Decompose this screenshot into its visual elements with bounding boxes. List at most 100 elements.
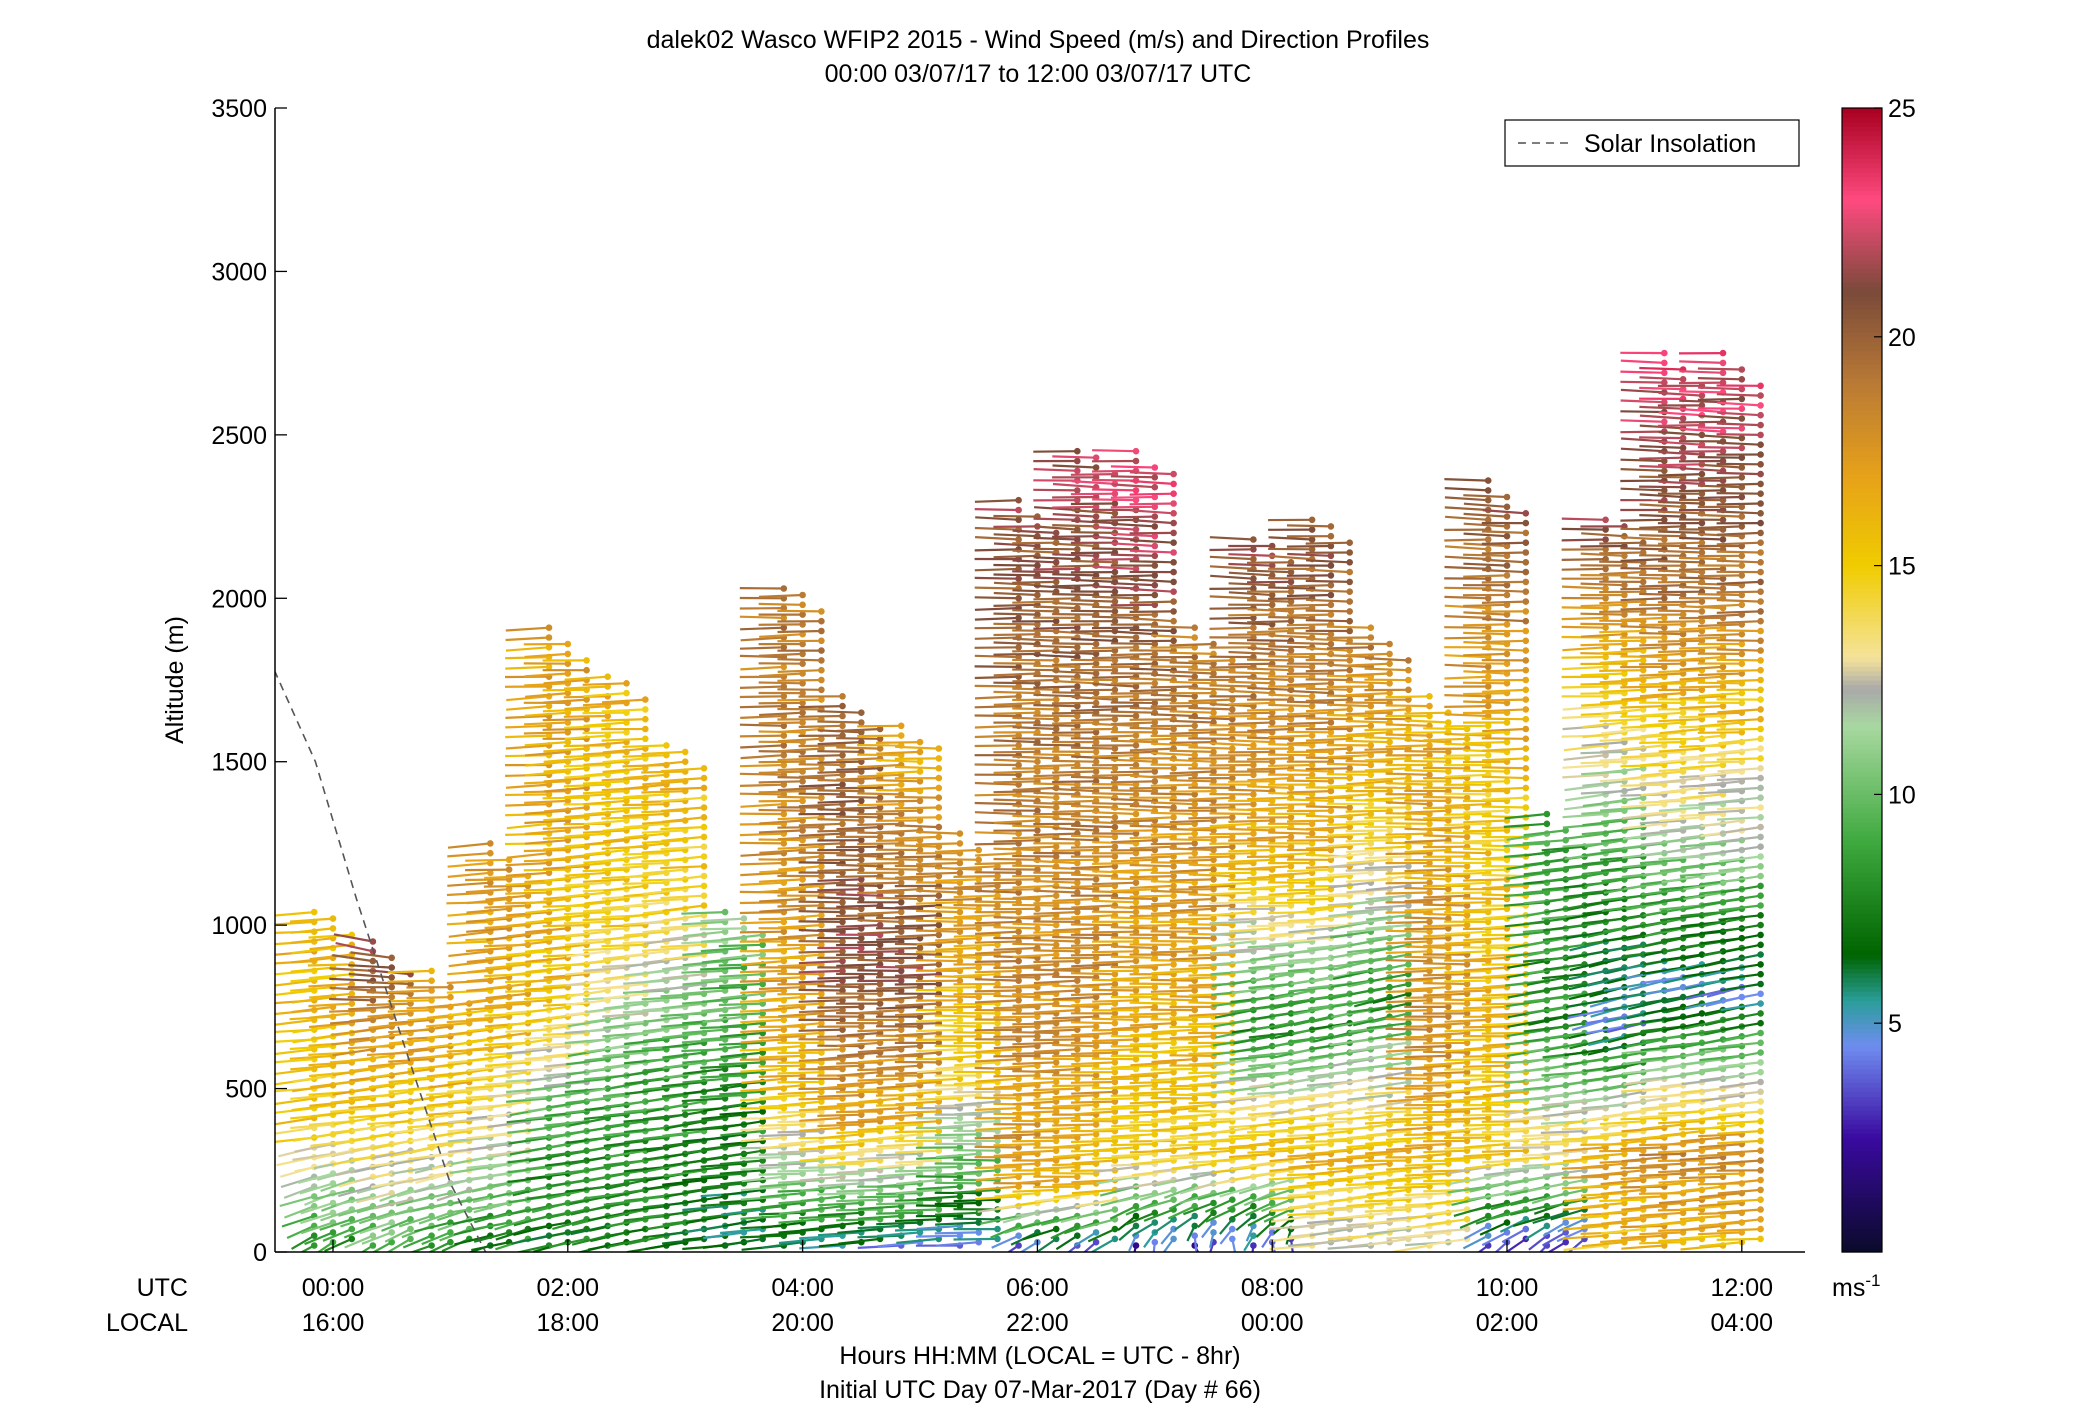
wind-barb-point — [799, 797, 806, 805]
wind-barb-point — [1092, 738, 1100, 746]
wind-barb-point — [1111, 1206, 1119, 1213]
wind-barb-shaft — [1033, 1087, 1078, 1092]
wind-barb-shaft — [387, 1237, 412, 1252]
wind-barb-shaft — [505, 989, 550, 993]
wind-barb-point — [935, 1206, 943, 1213]
wind-barb-shaft — [858, 1058, 902, 1064]
wind-barb-shaft — [1033, 1038, 1078, 1042]
wind-barb-shaft — [1071, 559, 1115, 564]
wind-barb-shaft — [1070, 1021, 1115, 1025]
wind-barb-shaft — [798, 861, 843, 865]
wind-barb-point — [1015, 1232, 1022, 1239]
wind-barb-shaft — [1129, 1041, 1174, 1046]
wind-barb-shaft — [1052, 1015, 1097, 1020]
wind-barb-shaft — [1150, 693, 1195, 698]
wind-barb-shaft — [335, 942, 374, 953]
wind-barb-shaft — [1129, 610, 1174, 613]
wind-barb-shaft — [1012, 845, 1057, 850]
wind-barb-shaft — [275, 1058, 315, 1064]
wind-barb-shaft — [1071, 914, 1115, 919]
wind-barb-shaft — [1150, 792, 1195, 796]
wind-barb-shaft — [1012, 786, 1057, 792]
wind-barb-shaft — [467, 1025, 510, 1033]
wind-barb-shaft — [993, 798, 1038, 802]
wind-barb-shaft — [974, 548, 1019, 552]
wind-barb-point — [564, 640, 572, 648]
wind-barb-shaft — [1111, 582, 1155, 587]
wind-barb-shaft — [641, 750, 686, 756]
wind-barb-shaft — [348, 1103, 392, 1109]
wind-barb-shaft — [777, 688, 822, 691]
wind-barb-shaft — [309, 1012, 352, 1019]
wind-barb-shaft — [739, 723, 784, 727]
wind-barb-shaft — [525, 956, 568, 963]
wind-barb-shaft — [1012, 1041, 1057, 1046]
wind-barb-shaft — [1012, 894, 1057, 900]
wind-barb-shaft — [894, 1022, 939, 1026]
wind-barb-shaft — [1092, 705, 1137, 708]
wind-barb-point — [897, 732, 905, 739]
wind-barb-shaft — [564, 675, 608, 681]
wind-barb-point — [1170, 608, 1177, 615]
wind-barb-shaft — [1052, 593, 1097, 597]
wind-barb-point — [916, 738, 924, 746]
wind-barb-shaft — [974, 724, 1019, 729]
wind-barb-shaft — [1012, 914, 1057, 919]
wind-barb-shaft — [875, 799, 921, 803]
wind-barb-shaft — [465, 868, 510, 872]
wind-barb-shaft — [894, 982, 939, 986]
wind-barb-shaft — [916, 1224, 960, 1231]
wind-barb-shaft — [465, 946, 510, 953]
wind-barb-shaft — [426, 1022, 470, 1028]
wind-barb-shaft — [915, 919, 960, 923]
wind-barb-shaft — [1012, 1022, 1057, 1026]
wind-barb-point — [369, 1242, 377, 1249]
wind-barb-point — [663, 742, 670, 749]
wind-barb-point — [1229, 1196, 1236, 1203]
wind-barb-shaft — [1033, 536, 1078, 541]
wind-barb-shaft — [993, 662, 1038, 665]
wind-barb-shaft — [1111, 1084, 1155, 1089]
wind-barb-shaft — [894, 816, 939, 820]
wind-barb-point — [876, 833, 884, 841]
wind-barb-shaft — [1111, 807, 1155, 812]
wind-barb-shaft — [740, 1126, 784, 1132]
wind-barb-shaft — [1129, 718, 1174, 721]
wind-barb-point — [935, 804, 943, 811]
wind-barb-point — [1015, 1104, 1022, 1112]
wind-barb-shaft — [1092, 950, 1137, 954]
wind-barb-shaft — [1150, 950, 1195, 954]
wind-barb-shaft — [798, 714, 843, 718]
wind-barb-shaft — [934, 946, 979, 951]
wind-barb-shaft — [895, 1080, 939, 1086]
wind-barb-shaft — [993, 612, 1038, 616]
wind-barb-point — [369, 997, 377, 1004]
wind-barb-point — [310, 1232, 318, 1239]
wind-barb-shaft — [1070, 658, 1115, 662]
wind-barb-shaft — [507, 1018, 550, 1027]
wind-barb-point — [1092, 925, 1100, 932]
wind-barb-shaft — [1110, 553, 1155, 557]
wind-barb-shaft — [1110, 750, 1155, 755]
wind-barb-shaft — [817, 1182, 862, 1188]
wind-barb-point — [1111, 1235, 1119, 1243]
wind-barb-point — [1170, 980, 1177, 988]
wind-barb-shaft — [344, 1234, 374, 1249]
wind-barb-point — [1191, 1095, 1198, 1102]
wind-barb-shaft — [1070, 551, 1115, 555]
wind-barb-point — [1191, 624, 1198, 631]
wind-barb-shaft — [934, 1211, 979, 1216]
wind-barb-point — [975, 1160, 982, 1167]
wind-barb-point — [1210, 1209, 1217, 1217]
wind-barb-shaft — [1169, 878, 1214, 882]
wind-barb-point — [487, 869, 494, 877]
wind-barb-point — [1132, 918, 1140, 926]
wind-barb-shaft — [371, 1149, 411, 1160]
wind-barb-shaft — [974, 675, 1019, 680]
wind-barb-shaft — [974, 695, 1019, 700]
wind-barb-point — [956, 869, 964, 877]
wind-barb-shaft — [426, 1100, 470, 1107]
wind-barb-shaft — [974, 744, 1019, 748]
wind-barb-shaft — [975, 1048, 1019, 1054]
wind-barb-shaft — [1052, 770, 1097, 774]
